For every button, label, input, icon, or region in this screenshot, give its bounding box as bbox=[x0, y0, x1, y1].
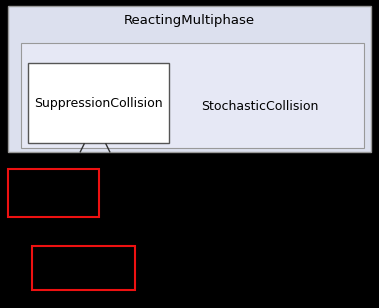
FancyBboxPatch shape bbox=[32, 246, 135, 290]
FancyBboxPatch shape bbox=[21, 43, 364, 148]
FancyBboxPatch shape bbox=[28, 63, 169, 143]
Text: StochasticCollision: StochasticCollision bbox=[201, 100, 318, 113]
Text: SuppressionCollision: SuppressionCollision bbox=[34, 97, 163, 110]
FancyBboxPatch shape bbox=[8, 6, 371, 152]
FancyBboxPatch shape bbox=[8, 169, 99, 217]
Text: ReactingMultiphase: ReactingMultiphase bbox=[124, 14, 255, 27]
